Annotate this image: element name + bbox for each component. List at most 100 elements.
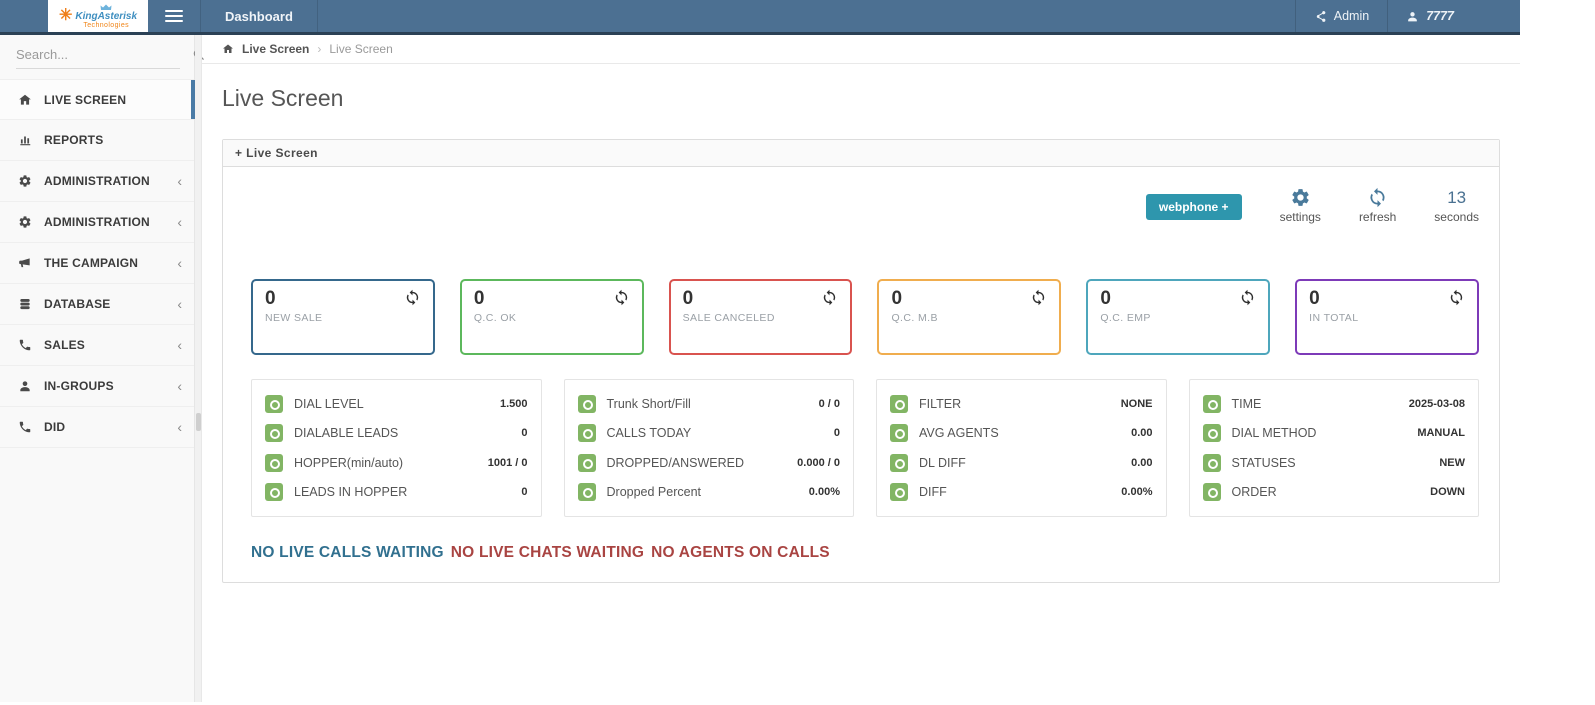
info-value: 0: [521, 486, 528, 499]
stat-card-new-sale: 0 NEW SALE: [251, 279, 435, 355]
sidebar-item-sales[interactable]: SALES ‹: [0, 325, 194, 366]
phone-icon: [18, 338, 32, 352]
chevron-left-icon: ‹: [177, 173, 182, 189]
dot-circle-icon: [577, 394, 596, 413]
sidebar-toggle-button[interactable]: [148, 0, 200, 32]
sidebar-item-administration-1[interactable]: ADMINISTRATION ‹: [0, 161, 194, 202]
stat-card-qc-emp: 0 Q.C. EMP: [1086, 279, 1271, 355]
dot-circle-icon: [577, 483, 596, 502]
dot-circle-icon: [1202, 453, 1221, 472]
sidebar-item-did[interactable]: DID ‹: [0, 407, 194, 448]
refresh-icon[interactable]: [404, 289, 421, 311]
refresh-icon[interactable]: [1239, 289, 1256, 311]
breadcrumb-current: Live Screen: [329, 42, 393, 56]
info-label: Dropped Percent: [606, 485, 702, 500]
stat-card-qc-mb: 0 Q.C. M.B: [877, 279, 1062, 355]
brand-text: KingAsterisk Technologies: [75, 4, 137, 29]
dot-circle-icon: [1202, 394, 1221, 413]
list-item: ORDER DOWN: [1202, 478, 1465, 508]
nav-admin-menu[interactable]: Admin: [1294, 0, 1387, 32]
list-item: HOPPER(min/auto) 1001 / 0: [265, 448, 528, 478]
info-label: DIALABLE LEADS: [294, 426, 399, 441]
info-value: NEW: [1439, 456, 1465, 469]
app-window: ✳ KingAsterisk Technologies Dashboard Ad…: [0, 0, 1520, 702]
info-label: STATUSES: [1231, 455, 1296, 470]
info-value: 1001 / 0: [487, 456, 528, 469]
search-input[interactable]: [16, 47, 192, 62]
webphone-button[interactable]: webphone +: [1145, 194, 1242, 220]
info-value: NONE: [1120, 397, 1153, 410]
refresh-control[interactable]: refresh: [1359, 187, 1396, 224]
chevron-left-icon: ‹: [177, 255, 182, 271]
dot-circle-icon: [577, 424, 596, 443]
chevron-left-icon: ‹: [177, 214, 182, 230]
info-box-settings: TIME 2025-03-08 DIAL METHOD MANUAL: [1188, 379, 1479, 517]
dot-circle-icon: [265, 453, 283, 472]
gear-icon[interactable]: [1290, 187, 1311, 208]
sidebar-item-label: ADMINISTRATION: [44, 215, 150, 229]
info-label: DROPPED/ANSWERED: [606, 455, 745, 470]
crown-icon: [100, 4, 112, 11]
info-label: AVG AGENTS: [919, 426, 999, 441]
settings-control[interactable]: settings: [1280, 187, 1321, 224]
info-value: MANUAL: [1417, 427, 1465, 440]
refresh-icon[interactable]: [1030, 289, 1047, 311]
status-no-live-chats: NO LIVE CHATS WAITING: [450, 544, 645, 561]
stat-value: 0: [265, 288, 276, 309]
scrollbar-thumb[interactable]: [196, 413, 201, 431]
stat-value: 0: [682, 288, 694, 309]
refresh-icon[interactable]: [821, 289, 838, 311]
refresh-icon[interactable]: [613, 289, 630, 311]
nav-dashboard-link[interactable]: Dashboard: [200, 0, 318, 32]
refresh-icon[interactable]: [1367, 187, 1388, 208]
sidebar-item-in-groups[interactable]: IN-GROUPS ‹: [0, 366, 194, 407]
sidebar-item-database[interactable]: DATABASE ‹: [0, 284, 194, 325]
info-lists-row: DIAL LEVEL 1.500 DIALABLE LEADS 0: [251, 379, 1479, 517]
sidebar-item-label: DID: [44, 420, 66, 434]
navbar-right-strip: [1472, 0, 1520, 32]
info-box-dial: DIAL LEVEL 1.500 DIALABLE LEADS 0: [251, 379, 542, 517]
refresh-label: refresh: [1358, 210, 1397, 224]
top-navbar: ✳ KingAsterisk Technologies Dashboard Ad…: [0, 0, 1520, 35]
sidebar-item-the-campaign[interactable]: THE CAMPAIGN ‹: [0, 243, 194, 284]
info-label: CALLS TODAY: [606, 426, 692, 441]
navbar-left-strip: [0, 0, 48, 32]
brand-name: KingAsterisk: [75, 10, 138, 22]
sidebar-item-live-screen[interactable]: LIVE SCREEN: [0, 79, 195, 120]
dot-circle-icon: [1202, 483, 1221, 502]
info-label: DIAL LEVEL: [294, 396, 364, 411]
breadcrumb-root[interactable]: Live Screen: [242, 42, 310, 56]
info-label: Trunk Short/Fill: [606, 396, 691, 411]
sidebar-item-label: SALES: [44, 338, 86, 352]
info-value: 0: [833, 427, 840, 440]
info-label: LEADS IN HOPPER: [294, 485, 408, 500]
sidebar-scrollbar: [195, 35, 202, 702]
stat-card-qc-ok: 0 Q.C. OK: [459, 279, 644, 355]
gear-icon: [18, 174, 32, 188]
seconds-label: seconds: [1434, 210, 1479, 224]
seconds-counter: 13 seconds: [1434, 187, 1479, 224]
sidebar-item-reports[interactable]: REPORTS: [0, 120, 194, 161]
dot-circle-icon: [265, 424, 283, 443]
dot-circle-icon: [265, 394, 283, 413]
info-label: ORDER: [1231, 485, 1277, 500]
sidebar-item-label: IN-GROUPS: [44, 379, 114, 393]
page-title: Live Screen: [222, 85, 344, 111]
info-value: 0: [521, 427, 528, 440]
bar-chart-icon: [18, 133, 32, 147]
list-item: Trunk Short/Fill 0 / 0: [577, 389, 840, 419]
stat-label: IN TOTAL: [1309, 312, 1359, 324]
stat-label: Q.C. OK: [473, 312, 517, 324]
sidebar-item-administration-2[interactable]: ADMINISTRATION ‹: [0, 202, 194, 243]
info-label: DIAL METHOD: [1231, 426, 1317, 441]
sidebar-search: [16, 47, 180, 69]
panel-header[interactable]: + Live Screen: [223, 140, 1499, 167]
brand-logo[interactable]: ✳ KingAsterisk Technologies: [48, 0, 148, 32]
info-value: DOWN: [1430, 486, 1465, 499]
dot-circle-icon: [890, 453, 908, 472]
refresh-icon[interactable]: [1448, 289, 1465, 311]
info-value: 1.500: [499, 397, 528, 410]
sidebar-item-label: DATABASE: [44, 297, 111, 311]
stat-card-sale-canceled: 0 SALE CANCELED: [668, 279, 853, 355]
nav-user-menu[interactable]: 7777: [1387, 0, 1472, 32]
